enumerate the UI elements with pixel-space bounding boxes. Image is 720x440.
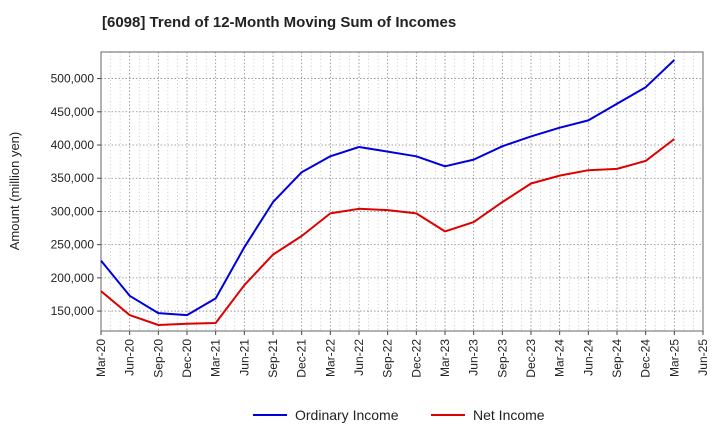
- x-axis: Mar-20 Jun-20 Sep-20 Dec-20 Mar-21 Jun-21 Sep-…: [94, 331, 710, 378]
- x-tick-label: Sep-23: [495, 339, 509, 378]
- x-tick-label: Jun-25: [696, 339, 710, 376]
- x-tick-label: Sep-21: [266, 339, 280, 378]
- x-tick-label: Mar-24: [553, 339, 567, 377]
- x-tick-label: Jun-21: [237, 339, 251, 376]
- series-line-ordinary-income: [100, 59, 675, 317]
- y-axis: 150,000 200,000 250,000 300,000 350,000 400,0…: [51, 72, 101, 318]
- y-tick-label: 400,000: [51, 138, 95, 152]
- x-tick-label: Mar-23: [438, 339, 452, 377]
- x-tick-label: Dec-22: [409, 339, 423, 378]
- y-tick-label: 450,000: [51, 105, 95, 119]
- x-tick-label: Mar-25: [667, 339, 681, 377]
- y-tick-label: 300,000: [51, 204, 95, 218]
- x-tick-label: Jun-22: [352, 339, 366, 376]
- y-tick-label: 200,000: [51, 271, 95, 285]
- legend-label-net-income: Net Income: [473, 407, 545, 423]
- grid-layer: [100, 52, 704, 331]
- legend: Ordinary Income Net Income: [253, 407, 545, 423]
- y-tick-label: 500,000: [51, 72, 95, 86]
- x-tick-label: Jun-23: [467, 339, 481, 376]
- x-tick-label: Dec-23: [524, 339, 538, 378]
- x-tick-label: Jun-24: [581, 339, 595, 376]
- legend-label-ordinary-income: Ordinary Income: [295, 407, 399, 423]
- x-tick-label: Sep-22: [381, 339, 395, 378]
- x-tick-label: Sep-20: [151, 339, 165, 378]
- chart-title: [6098] Trend of 12-Month Moving Sum of I…: [102, 14, 457, 31]
- y-tick-label: 350,000: [51, 171, 95, 185]
- series-line-net-income: [100, 138, 675, 326]
- y-tick-label: 250,000: [51, 238, 95, 252]
- x-tick-label: Dec-21: [295, 339, 309, 378]
- y-axis-title: Amount (million yen): [7, 132, 22, 251]
- x-tick-label: Jun-20: [123, 339, 137, 376]
- plot-frame: [100, 51, 704, 332]
- x-tick-label: Sep-24: [610, 339, 624, 378]
- x-tick-label: Mar-20: [94, 339, 108, 377]
- x-tick-label: Mar-22: [323, 339, 337, 377]
- x-tick-label: Dec-20: [180, 339, 194, 378]
- series-layer: [100, 59, 675, 326]
- y-tick-label: 150,000: [51, 304, 95, 318]
- x-tick-label: Dec-24: [639, 339, 653, 378]
- x-tick-label: Mar-21: [209, 339, 223, 377]
